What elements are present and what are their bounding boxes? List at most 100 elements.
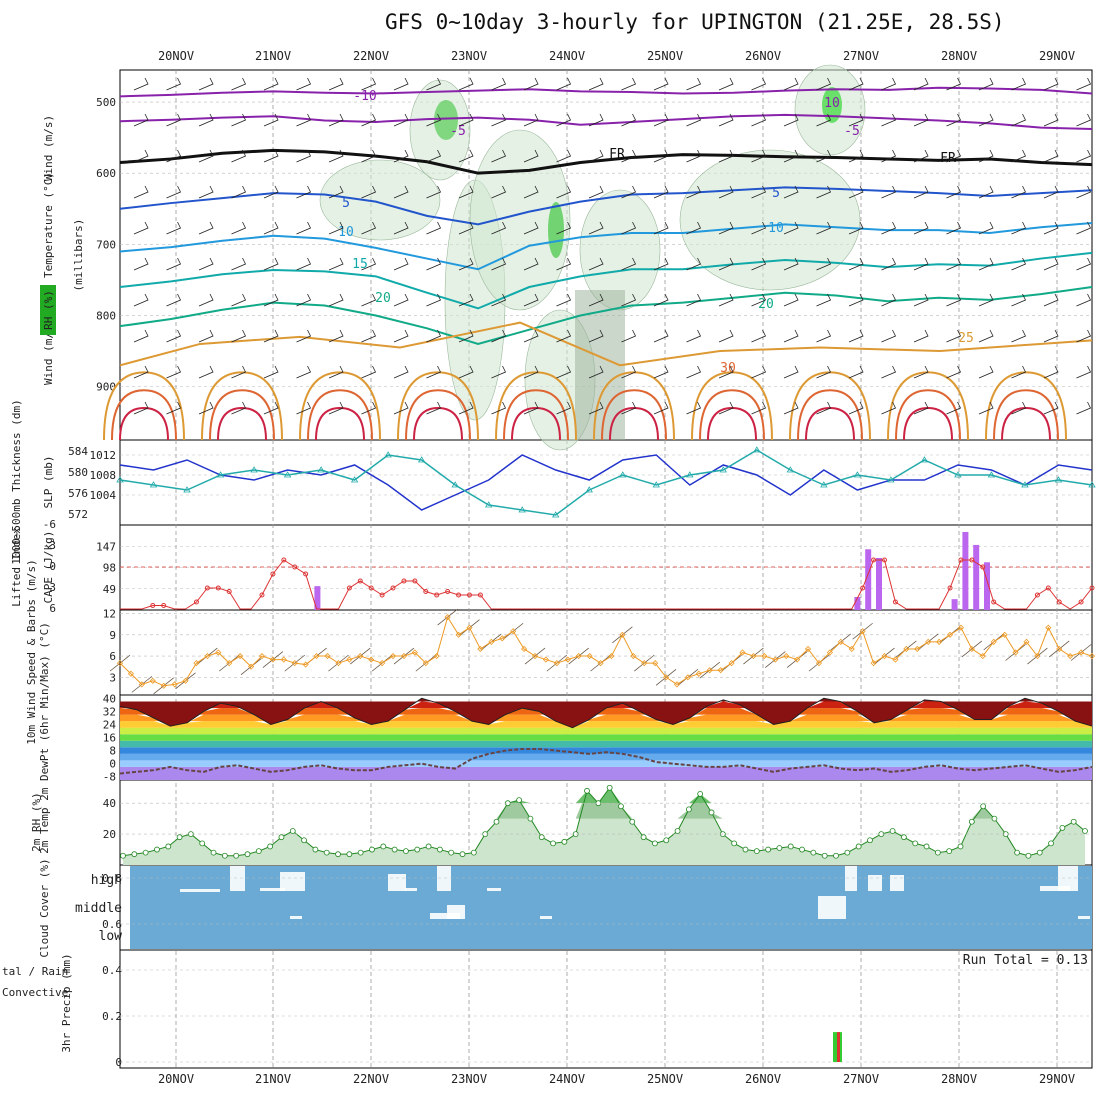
rh-marker [448,849,455,856]
wind-barb [588,365,604,379]
wind-barb [913,77,929,91]
rh-marker [414,846,421,853]
wind-barb [1076,149,1092,163]
temp-band [120,734,1092,741]
rh-marker [799,846,805,853]
wind-speed-marker [357,652,364,660]
rh-marker [991,815,998,822]
wind-barb [718,365,734,379]
rh-marker [912,840,919,847]
rh-marker [459,851,466,858]
wind-barb [1043,293,1059,307]
wind-barb [263,257,279,271]
li-marker [1089,585,1095,591]
wind-barb [361,149,377,163]
li-marker [423,589,429,594]
cape-bar [973,544,980,610]
wind-barb [491,365,507,379]
rh-fill [123,787,1085,865]
wind-barb [263,293,279,307]
thickness-marker [954,471,962,478]
wind-barb [653,77,669,91]
cape-tick: 49 [103,583,116,596]
rh-marker [154,846,160,853]
wind-barb [978,401,994,415]
rh-marker [425,843,432,850]
wind-barb [751,365,767,379]
wind-speed-marker [368,656,375,663]
thickness-marker [552,511,560,518]
wind-barb [426,221,442,235]
wind-barb [1043,149,1059,163]
wind-barb [978,185,994,199]
rh-marker [301,837,307,844]
rh-marker [1070,818,1077,825]
wind-barb [588,113,604,127]
wind-speed-marker [466,624,473,631]
wind-speed-marker [794,656,801,663]
wind-barb [621,185,637,199]
cloud-block [437,866,451,891]
rh-marker [391,846,398,853]
wind-speed-marker [226,660,233,667]
wind-barb [686,257,702,271]
slp-tick: 1008 [90,469,117,482]
wind-speed-marker [269,656,276,663]
wind-speed-marker [237,652,244,660]
wind-barb [458,221,474,235]
contour-label: 10 [768,221,784,236]
wind-speed-marker [815,660,823,667]
wind-barb [848,365,864,379]
wind-barb [1011,401,1027,415]
li-marker [860,585,866,591]
wind-barb [783,401,799,415]
wind-barb [946,221,962,235]
cloud-background [130,866,1092,949]
wind-barb [296,113,312,127]
warm-isotherm-arch [413,406,463,441]
wind-barb [1011,257,1027,271]
wind-barb [556,329,572,343]
precip-tick: 0.4 [102,964,122,977]
rh-tick: 20 [103,828,116,841]
thickness-tick: 584 [68,445,88,458]
li-marker [1078,599,1084,605]
thickness-marker [585,486,593,493]
wind-barb [881,185,897,199]
rh-marker [629,818,636,825]
temp-fill [120,721,1092,728]
cloud-block [818,896,846,919]
wind-barb [491,77,507,91]
date-label-bottom: 21NOV [255,1072,291,1086]
cape-tick: 147 [96,540,116,553]
wind-barb [653,365,669,379]
ylabel-2m-temp: 2m Temp 2m DewPt (6hr Min/Max) (°C) [38,622,51,854]
wind-barb [491,149,507,163]
li-marker [947,585,953,591]
rh-marker [210,849,217,856]
li-marker [368,585,374,591]
wind-barb [718,77,734,91]
ylabel-convective: Convective [2,986,68,999]
wind-barb [361,185,377,199]
wind-barb [231,329,247,343]
cloud-block [890,875,904,891]
rh-marker [278,834,285,841]
wind-barb [523,149,539,163]
wind-barb [881,149,897,163]
thickness-marker [686,471,694,478]
ylabel-wind: Wind (m/s) [42,115,55,181]
rh-marker [618,803,624,810]
ylabel-thickness: 1000~500mb Thickness (dm) [10,399,23,565]
rh-shading-high [822,87,842,123]
thickness-marker [417,456,426,463]
wind-barb [751,329,767,343]
wind-speed-marker [499,635,506,642]
wind-barb [653,329,669,343]
rh-marker [289,828,296,834]
wind-barb [978,257,994,271]
rh-marker [403,848,409,854]
wind-barb [1043,113,1059,127]
wind-barb [1076,329,1092,343]
rh-marker [199,840,206,847]
